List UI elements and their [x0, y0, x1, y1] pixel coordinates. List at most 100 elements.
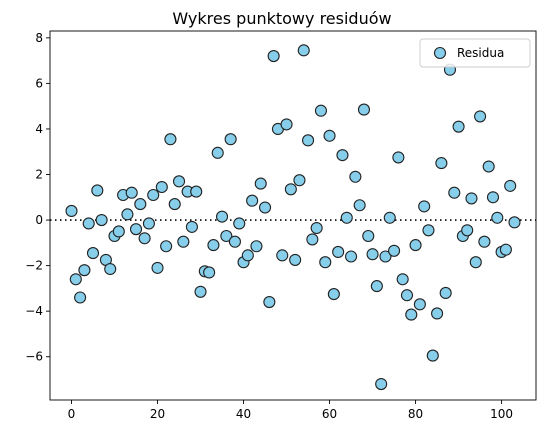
data-point — [263, 296, 276, 309]
data-point — [228, 235, 241, 248]
data-point — [306, 233, 319, 246]
y-tick-label: 2 — [35, 168, 43, 182]
y-tick-label: 4 — [35, 122, 43, 136]
data-point — [452, 120, 465, 133]
data-point — [147, 188, 160, 202]
data-point — [129, 223, 143, 236]
data-point — [486, 191, 500, 204]
data-point — [194, 285, 207, 298]
data-point — [297, 44, 310, 57]
data-point — [233, 217, 246, 230]
data-point — [448, 186, 461, 199]
axes-frame — [49, 30, 537, 401]
x-tick-label: 0 — [68, 407, 76, 421]
chart-title: Wykres punktowy residuów — [172, 9, 391, 28]
data-point — [310, 221, 323, 235]
data-point — [370, 280, 383, 293]
data-point — [74, 291, 87, 304]
data-point — [340, 211, 353, 224]
data-point — [362, 229, 375, 243]
data-point — [134, 198, 147, 211]
data-point — [465, 192, 478, 205]
data-point — [422, 224, 435, 237]
data-point — [276, 249, 289, 262]
data-point — [151, 261, 164, 274]
data-point — [289, 253, 302, 266]
data-point — [478, 235, 491, 248]
data-point — [482, 160, 495, 173]
data-point — [91, 184, 104, 197]
x-tick-label: 60 — [322, 407, 337, 421]
data-point — [241, 249, 254, 262]
data-point — [388, 244, 401, 257]
x-tick-label: 100 — [490, 407, 513, 421]
data-point — [474, 110, 487, 123]
data-point — [499, 243, 512, 256]
data-point — [392, 151, 405, 164]
data-point — [280, 118, 293, 131]
data-point — [353, 199, 366, 212]
data-point — [426, 349, 439, 362]
data-point — [357, 103, 371, 116]
data-point — [190, 185, 203, 198]
data-point — [314, 104, 328, 117]
data-point — [345, 250, 358, 263]
data-point — [82, 217, 95, 230]
data-point — [469, 256, 482, 269]
data-point — [95, 214, 108, 227]
data-point — [379, 250, 392, 263]
data-point — [491, 211, 504, 224]
data-point — [349, 170, 362, 183]
y-tick-label: −6 — [25, 350, 43, 364]
data-point — [409, 239, 422, 252]
data-point — [413, 298, 426, 311]
data-point — [336, 149, 349, 162]
data-point — [405, 308, 418, 321]
x-tick-label: 40 — [236, 407, 251, 421]
data-point — [246, 194, 259, 207]
data-point — [160, 240, 173, 253]
plot-area: 0 20 40 60 80 100 −6 −4 −2 0 2 4 6 8 Residua — [25, 30, 537, 421]
data-point — [86, 247, 100, 260]
data-point — [112, 225, 125, 238]
data-point — [138, 232, 151, 245]
data-point — [220, 229, 233, 243]
data-point — [258, 201, 272, 214]
data-point — [142, 217, 155, 230]
data-point — [332, 245, 345, 258]
y-tick-label: −4 — [25, 304, 43, 318]
data-point — [461, 224, 474, 237]
data-point — [323, 129, 336, 142]
y-tick-label: 8 — [35, 31, 43, 45]
data-point — [250, 240, 263, 253]
data-point — [418, 200, 431, 213]
data-point — [375, 378, 388, 391]
y-tick-label: 0 — [35, 213, 43, 227]
data-point — [172, 175, 186, 188]
data-point — [224, 133, 237, 146]
data-point — [215, 210, 229, 223]
data-point — [319, 256, 332, 269]
legend-marker — [433, 46, 447, 60]
y-tick-label: −2 — [25, 259, 43, 273]
data-point — [400, 289, 414, 302]
data-point — [121, 208, 134, 221]
data-point — [366, 248, 379, 261]
data-point — [185, 220, 198, 233]
data-point — [267, 50, 280, 63]
data-point — [125, 186, 138, 199]
data-point — [435, 157, 448, 170]
y-tick-label: 6 — [35, 76, 43, 90]
data-point — [65, 204, 78, 217]
data-point — [396, 273, 409, 286]
data-point — [104, 262, 117, 276]
x-tick-label: 80 — [408, 407, 423, 421]
data-point — [69, 273, 82, 286]
data-point — [254, 177, 267, 190]
data-point — [164, 133, 177, 146]
data-point — [439, 286, 452, 299]
data-point — [168, 198, 181, 211]
data-point — [431, 307, 444, 320]
data-point — [284, 183, 297, 196]
